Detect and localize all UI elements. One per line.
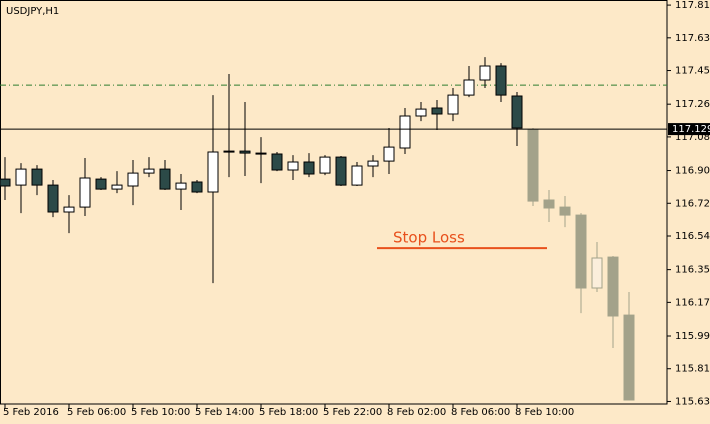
x-tick-label: 8 Feb 02:00	[387, 407, 446, 418]
x-tick-label: 5 Feb 06:00	[67, 407, 126, 418]
candle-body	[527, 129, 539, 202]
candle-body	[191, 181, 203, 193]
candle-body	[463, 79, 475, 96]
candle-body	[79, 177, 91, 208]
x-tick-label: 5 Feb 2016	[3, 407, 59, 418]
y-tick-label: 115.631	[675, 396, 710, 407]
y-tick-label: 117.631	[675, 33, 710, 44]
x-tick-label: 5 Feb 22:00	[323, 407, 382, 418]
y-tick-label: 117.451	[675, 66, 710, 77]
candle-body	[415, 108, 427, 117]
candle-body	[95, 178, 107, 190]
x-tick-label: 8 Feb 06:00	[451, 407, 510, 418]
plot-frame	[0, 0, 668, 405]
y-tick-label: 116.541	[675, 231, 710, 242]
candle-body	[127, 172, 139, 187]
y-tick-label: 117.086	[675, 132, 710, 143]
candle-body	[223, 150, 235, 153]
candle-body	[111, 184, 123, 190]
candle-body	[399, 115, 411, 149]
candle-body	[175, 182, 187, 190]
candle-body	[15, 168, 27, 186]
candle-body	[335, 156, 347, 186]
y-tick-label: 116.356	[675, 265, 710, 276]
y-tick-label: 117.266	[675, 99, 710, 110]
candle-body	[63, 206, 75, 213]
y-tick-label: 116.176	[675, 297, 710, 308]
x-tick-label: 8 Feb 10:00	[515, 407, 574, 418]
y-tick-label: 115.811	[675, 364, 710, 375]
candle-body	[591, 257, 603, 289]
y-tick-label: 116.721	[675, 198, 710, 209]
candle-body	[47, 184, 59, 213]
candle-body	[207, 151, 219, 193]
candle-body	[367, 160, 379, 167]
candle-body	[159, 168, 171, 190]
candle-body	[495, 65, 507, 96]
candle-body	[319, 156, 331, 174]
chart-title: USDJPY,H1	[6, 6, 59, 17]
candle-body	[383, 146, 395, 162]
candle-body	[447, 94, 459, 115]
candle-body	[575, 214, 587, 289]
candle-body	[607, 256, 619, 317]
candle-body	[351, 165, 363, 186]
x-tick-label: 5 Feb 18:00	[259, 407, 318, 418]
candle-body	[143, 168, 155, 174]
candle-body	[271, 153, 283, 171]
x-tick-label: 5 Feb 10:00	[131, 407, 190, 418]
y-tick-label: 116.901	[675, 166, 710, 177]
candle-body	[559, 206, 571, 216]
x-tick-label: 5 Feb 14:00	[195, 407, 254, 418]
candle-body	[479, 65, 491, 81]
current-price-label: 117.129	[672, 124, 710, 135]
candle-body	[431, 107, 443, 115]
stop-loss-label: Stop Loss	[393, 229, 465, 247]
candle-body	[287, 161, 299, 171]
current-price-box	[668, 123, 710, 136]
candle-body	[623, 314, 635, 401]
candle-body	[239, 150, 251, 154]
candle-body	[543, 199, 555, 209]
y-tick-label: 115.991	[675, 331, 710, 342]
y-tick-label: 117.811	[675, 0, 710, 11]
candle-body	[255, 152, 267, 155]
candle-body	[31, 168, 43, 186]
candle-body	[511, 95, 523, 129]
candle-body	[0, 178, 11, 187]
candle-body	[303, 161, 315, 175]
